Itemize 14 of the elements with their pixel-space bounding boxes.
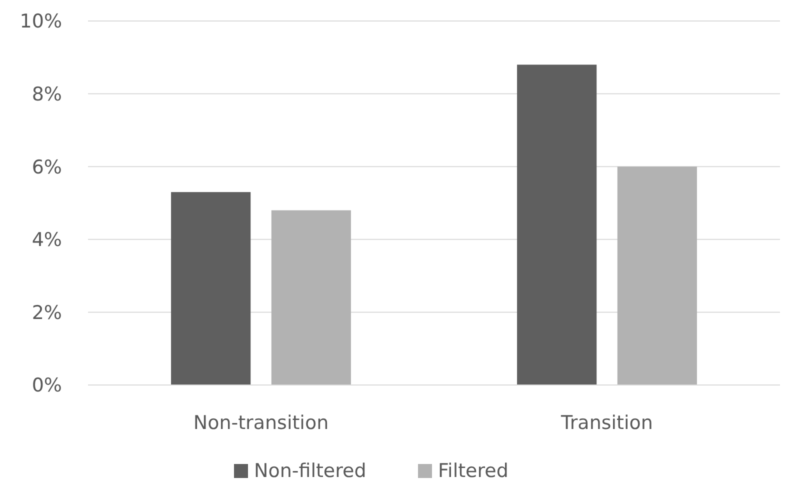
y-tick-label: 6% (32, 156, 62, 178)
bar (617, 166, 697, 385)
legend-label: Filtered (438, 460, 508, 482)
y-tick-label: 4% (32, 229, 62, 252)
y-tick-label: 2% (32, 302, 62, 324)
bar (517, 64, 597, 385)
y-tick-label: 10% (20, 10, 62, 33)
bar (171, 192, 251, 385)
y-tick-label: 0% (32, 374, 62, 397)
x-tick-label: Transition (560, 412, 653, 434)
bar (271, 210, 351, 385)
legend-label: Non-filtered (254, 460, 366, 482)
y-tick-label: 8% (32, 83, 62, 106)
x-tick-label: Non-transition (193, 412, 329, 434)
